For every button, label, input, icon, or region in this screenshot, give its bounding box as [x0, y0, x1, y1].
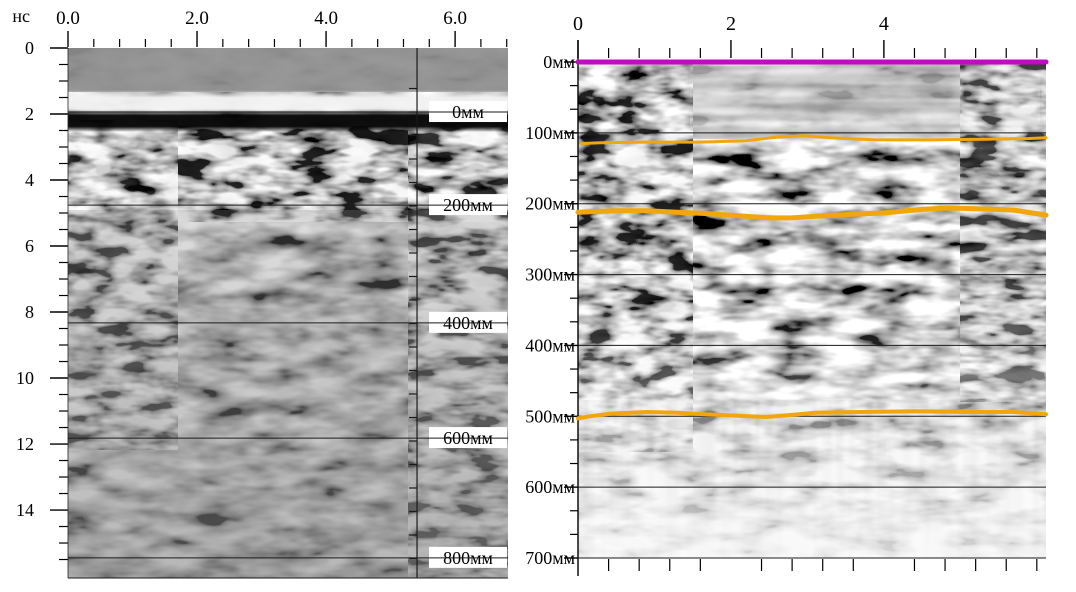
horizon-pick-2: [575, 205, 1049, 221]
y-tick-label: 14: [16, 500, 34, 520]
x-tick-label: 2.0: [185, 8, 209, 29]
depth-tick-label: 0мм: [543, 52, 575, 72]
right-panel-axes: 0 2 4 0мм 100мм 200мм 300мм 400мм 500мм 600мм 700м…: [525, 13, 1046, 576]
depth-tick-label: 100мм: [525, 123, 575, 143]
depth-tick-label: 700мм: [525, 548, 575, 568]
x-tick-label: 6.0: [443, 8, 467, 29]
time-axis-unit-label: нс: [12, 6, 30, 26]
radargram-depth-panel[interactable]: [578, 62, 1046, 558]
y-tick-label: 10: [16, 368, 34, 388]
depth-tick-label: 400мм: [525, 335, 575, 355]
y-tick-label: 12: [16, 434, 34, 454]
direct-wave-black-band: [68, 110, 508, 132]
radargram-bottom-fade: [578, 300, 1046, 558]
depth-tick-label: 500мм: [525, 406, 575, 426]
y-tick-label: 6: [25, 236, 34, 256]
horizon-pick-3: [576, 409, 1048, 421]
x-tick-label: 0.0: [56, 8, 80, 29]
horizon-pick-1: [580, 134, 1048, 145]
y-tick-label: 8: [25, 302, 34, 322]
picked-horizons-layer: [575, 59, 1049, 421]
y-tick-label: 0: [25, 38, 34, 58]
x-tick-label: 4: [879, 13, 889, 35]
depth-tick-label: 600мм: [525, 477, 575, 497]
x-tick-label: 4.0: [314, 8, 338, 29]
x-tick-label: 2: [726, 13, 736, 35]
y-tick-label: 4: [25, 170, 34, 190]
y-tick-label: 2: [25, 104, 34, 124]
depth-tick-label: 200мм: [525, 194, 575, 214]
left-panel-axes: нс 0.0 2.0 4.0 6.0024681012140мм200мм400мм6…: [12, 6, 508, 579]
radargram-depth-damping: [68, 210, 508, 578]
radargram-top-mute-zone: [68, 48, 508, 92]
depth-tick-label: 300мм: [525, 265, 575, 285]
x-tick-label: 0: [573, 13, 583, 35]
